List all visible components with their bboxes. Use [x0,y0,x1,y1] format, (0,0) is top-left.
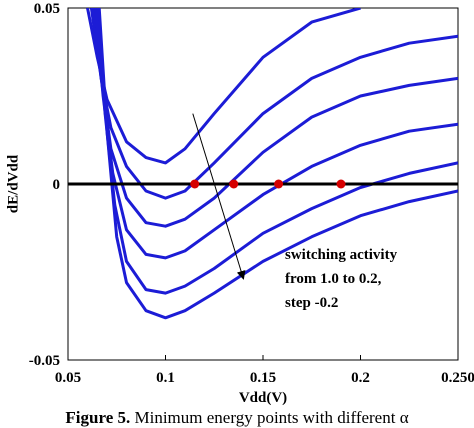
minimum-point-2 [229,179,239,189]
minimum-point-1 [190,179,200,189]
minimum-point-4 [336,179,346,189]
x-tick-label: 0.1 [156,370,175,386]
annotation-line-1: switching activity [285,247,398,263]
trend-arrow [192,113,246,280]
minimum-point-3 [274,179,284,189]
annotation-line-2: from 1.0 to 0.2, [285,271,382,287]
series-line-1 [86,8,361,165]
figure-caption: Figure 5. Minimum energy points with dif… [0,408,474,428]
caption-label: Figure 5. [65,408,131,427]
caption-text: Minimum energy points with different α [134,408,409,427]
series-line-6 [97,8,458,320]
x-tick-label: 0.2 [351,370,370,386]
annotation-line-3: step -0.2 [285,295,338,311]
series-line-3 [91,8,458,228]
y-tick-label: -0.05 [29,353,60,369]
y-axis-title: dE/dVdd [5,154,21,213]
series-line-5 [95,8,458,295]
x-axis-title: Vdd(V) [239,390,287,406]
y-tick-label: 0.05 [34,1,60,17]
x-tick-label: 0.05 [55,370,81,386]
y-tick-label: 0 [53,177,61,193]
x-tick-label: 0.250 [441,370,474,386]
series-line-2 [89,8,458,200]
x-tick-label: 0.15 [250,370,276,386]
